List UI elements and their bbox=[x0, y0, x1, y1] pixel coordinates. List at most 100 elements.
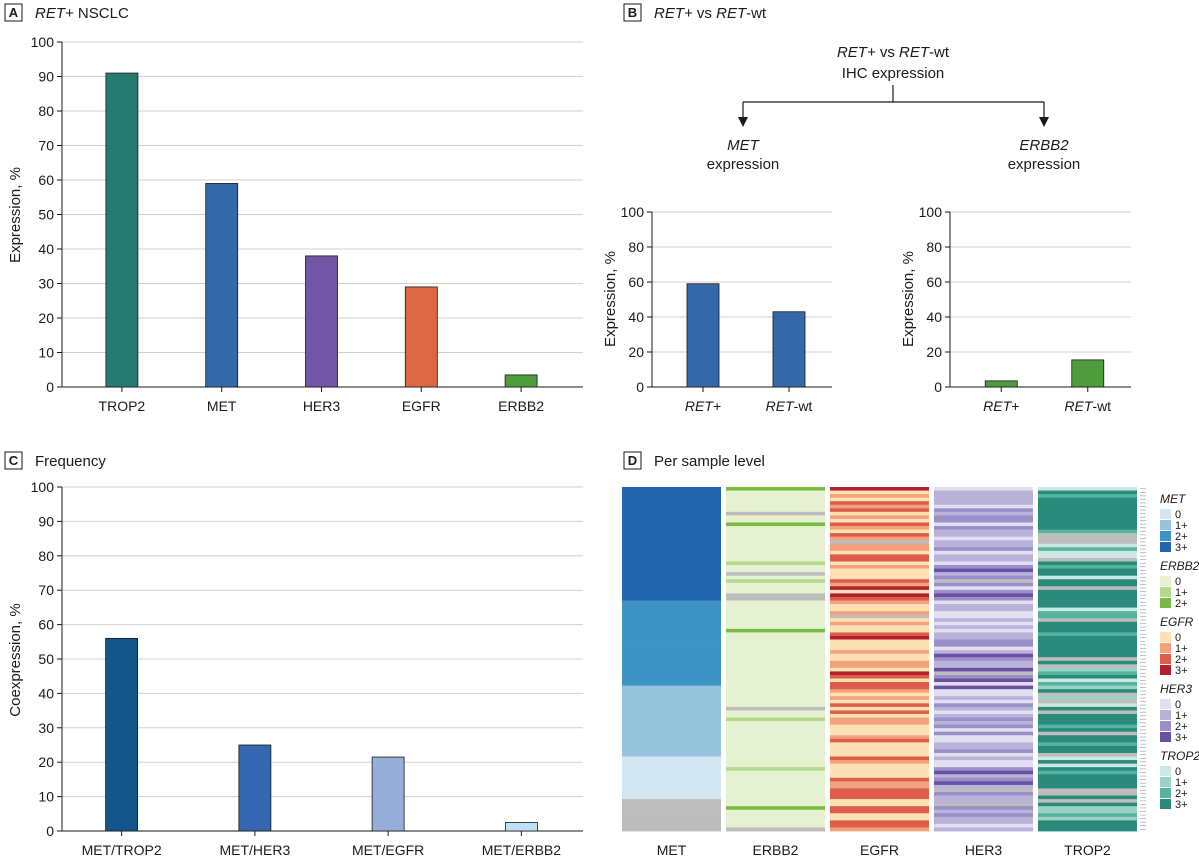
heatmap-cell bbox=[934, 721, 1033, 726]
heatmap-cell bbox=[830, 572, 929, 577]
heatmap-cell bbox=[1038, 586, 1137, 591]
heatmap-cell bbox=[830, 717, 929, 722]
heatmap-cell bbox=[934, 639, 1033, 644]
legend-title-erbb2: ERBB2 bbox=[1160, 559, 1199, 573]
heatmap-cell bbox=[934, 557, 1033, 562]
heatmap-cell bbox=[1038, 618, 1137, 623]
heatmap-cell bbox=[830, 522, 929, 527]
heatmap-cell bbox=[726, 589, 825, 594]
heatmap-cell bbox=[1038, 635, 1137, 640]
heatmap-cell bbox=[726, 699, 825, 704]
heatmap-cell bbox=[622, 554, 721, 559]
heatmap-cell bbox=[726, 678, 825, 683]
heatmap-cell bbox=[622, 600, 721, 605]
heatmap-cell bbox=[830, 628, 929, 633]
heatmap-cell bbox=[934, 678, 1033, 683]
heatmap-cell bbox=[830, 784, 929, 789]
heatmap-cell bbox=[934, 667, 1033, 672]
heatmap-cell bbox=[726, 813, 825, 818]
heatmap-cell bbox=[1038, 660, 1137, 665]
heatmap-cell bbox=[726, 568, 825, 573]
heatmap-cell bbox=[1038, 692, 1137, 697]
heatmap-sample-ticks bbox=[1140, 488, 1146, 830]
chart-c-ylabel: Coexpression, % bbox=[7, 603, 24, 716]
heatmap-cell bbox=[934, 550, 1033, 555]
legend-swatch bbox=[1160, 531, 1171, 541]
heatmap-cell bbox=[934, 490, 1033, 495]
heatmap-cell bbox=[1038, 777, 1137, 782]
heatmap-cell bbox=[934, 653, 1033, 658]
heatmap-cell bbox=[1038, 717, 1137, 722]
chart-c-xtick-label: MET/HER3 bbox=[219, 842, 290, 858]
heatmap-cell bbox=[1038, 526, 1137, 530]
chart-b-erbb2-ytick-label: 60 bbox=[926, 274, 942, 290]
heatmap-cell bbox=[1038, 820, 1137, 825]
legend-swatch bbox=[1160, 598, 1171, 608]
chart-a-ytick-label: 40 bbox=[38, 241, 54, 257]
legend-label: 0 bbox=[1175, 699, 1181, 711]
heatmap-cell bbox=[934, 501, 1033, 506]
heatmap-cell bbox=[622, 646, 721, 651]
heatmap-cell bbox=[1038, 774, 1137, 779]
legend-swatch bbox=[1160, 788, 1171, 798]
heatmap-cell bbox=[622, 823, 721, 828]
heatmap-cell bbox=[1038, 600, 1137, 605]
heatmap-cell bbox=[726, 604, 825, 608]
heatmap-cell bbox=[830, 674, 929, 679]
heatmap-cell bbox=[622, 752, 721, 757]
chart-a-xtick-label: ERBB2 bbox=[498, 398, 544, 414]
heatmap-cell bbox=[622, 650, 721, 655]
flow-left-gene: MET bbox=[727, 137, 761, 154]
heatmap-cell bbox=[622, 540, 721, 545]
heatmap-cell bbox=[622, 692, 721, 697]
heatmap-cell bbox=[622, 770, 721, 775]
heatmap-cell bbox=[934, 494, 1033, 499]
heatmap-cell bbox=[1038, 752, 1137, 757]
heatmap-cell bbox=[830, 511, 929, 516]
heatmap-cell bbox=[830, 547, 929, 552]
heatmap-cell bbox=[830, 504, 929, 509]
legend-label: 2+ bbox=[1175, 531, 1188, 543]
chart-c-ytick-label: 80 bbox=[38, 548, 54, 564]
heatmap-cell bbox=[726, 508, 825, 513]
heatmap-cell bbox=[622, 724, 721, 729]
heatmap-cell bbox=[726, 536, 825, 541]
heatmap-cell bbox=[934, 611, 1033, 616]
heatmap-cell bbox=[830, 781, 929, 786]
panel-d-letter-box bbox=[623, 451, 642, 470]
heatmap-column-label: EGFR bbox=[860, 842, 899, 858]
heatmap-cell bbox=[934, 526, 1033, 530]
heatmap-cell bbox=[830, 657, 929, 662]
heatmap-cell bbox=[726, 504, 825, 509]
heatmap-cell bbox=[726, 611, 825, 616]
heatmap-cell bbox=[622, 696, 721, 701]
heatmap-cell bbox=[934, 543, 1033, 548]
heatmap-cell bbox=[830, 692, 929, 697]
heatmap-cell bbox=[1038, 703, 1137, 708]
heatmap-cell bbox=[622, 550, 721, 555]
heatmap-cell bbox=[622, 543, 721, 548]
heatmap-cell bbox=[830, 536, 929, 541]
heatmap-cell bbox=[934, 774, 1033, 779]
heatmap-cell bbox=[726, 600, 825, 605]
heatmap-column-label: HER3 bbox=[965, 842, 1003, 858]
heatmap-cell bbox=[622, 738, 721, 743]
heatmap-cell bbox=[830, 508, 929, 513]
heatmap-cell bbox=[726, 554, 825, 559]
heatmap-cell bbox=[726, 820, 825, 825]
heatmap-cell bbox=[726, 625, 825, 630]
heatmap-cell bbox=[622, 699, 721, 704]
heatmap-cell bbox=[726, 784, 825, 789]
heatmap-cell bbox=[934, 657, 1033, 662]
heatmap-cell bbox=[1038, 781, 1137, 786]
chart-b-erbb2: 0 20 40 60 80 100 RET+ RET-wt bbox=[919, 204, 1131, 414]
chart-b-met-ytick-label: 20 bbox=[628, 344, 644, 360]
heatmap-cell bbox=[1038, 653, 1137, 658]
legend-swatch bbox=[1160, 542, 1171, 552]
heatmap-cell bbox=[934, 728, 1033, 733]
heatmap-cell bbox=[726, 646, 825, 651]
heatmap-cell bbox=[1038, 689, 1137, 694]
chart-a-bar-her3 bbox=[305, 255, 338, 388]
heatmap-cell bbox=[726, 738, 825, 743]
